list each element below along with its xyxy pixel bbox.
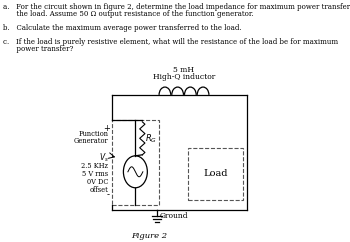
- Text: the load. Assume 50 Ω output resistance of the function generator.: the load. Assume 50 Ω output resistance …: [3, 10, 254, 18]
- Text: c.   If the load is purely resistive element, what will the resistance of the lo: c. If the load is purely resistive eleme…: [3, 38, 338, 46]
- Text: 5 mH: 5 mH: [174, 66, 195, 74]
- Text: Generator: Generator: [74, 137, 108, 145]
- Bar: [189, 148, 243, 200]
- Text: Figure 2: Figure 2: [131, 232, 167, 240]
- Text: +: +: [103, 124, 110, 133]
- Text: offset: offset: [90, 186, 108, 194]
- Text: Function: Function: [78, 130, 108, 138]
- Text: $R_G$: $R_G$: [145, 132, 158, 144]
- Text: 2.5 KHz: 2.5 KHz: [82, 162, 108, 170]
- Text: a.   For the circuit shown in figure 2, determine the load impedance for maximum: a. For the circuit shown in figure 2, de…: [3, 3, 350, 11]
- Text: Ground: Ground: [160, 212, 189, 220]
- Text: power transfer?: power transfer?: [3, 45, 74, 53]
- Text: $V_s$: $V_s$: [99, 152, 108, 164]
- Text: -: -: [107, 190, 110, 199]
- Bar: [112, 120, 159, 205]
- Text: 0V DC: 0V DC: [87, 178, 108, 186]
- Text: High-Q inductor: High-Q inductor: [153, 73, 215, 81]
- Text: b.   Calculate the maximum average power transferred to the load.: b. Calculate the maximum average power t…: [3, 24, 241, 32]
- Text: Load: Load: [204, 169, 228, 178]
- Text: 5 V rms: 5 V rms: [82, 170, 108, 178]
